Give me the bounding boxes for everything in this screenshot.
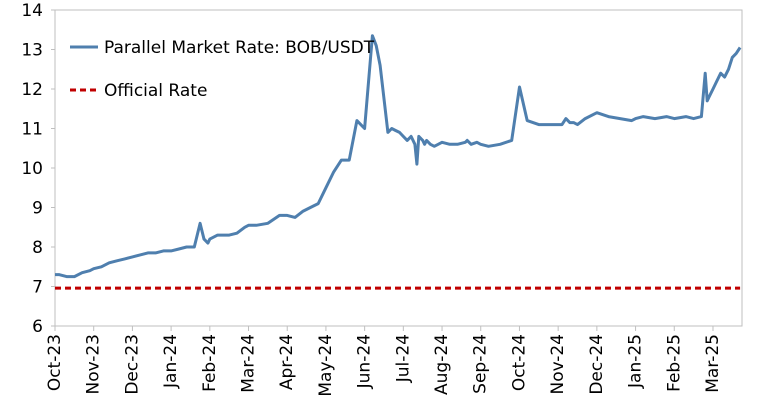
y-tick-label: 8 <box>32 238 43 258</box>
x-tick-label: Dec-23 <box>122 334 142 395</box>
series-line-parallel-rate <box>55 34 742 279</box>
series-layer <box>55 34 742 290</box>
y-tick-label: 13 <box>21 41 43 61</box>
x-tick-label: Oct-24 <box>509 334 529 391</box>
x-tick-label: Apr-24 <box>277 334 297 390</box>
x-tick-label: Feb-24 <box>200 334 220 392</box>
x-tick-label: Mar-25 <box>703 334 723 393</box>
x-tick-label: Feb-25 <box>664 334 684 392</box>
x-tick-label: Jan-25 <box>626 334 646 389</box>
x-tick-label: Dec-24 <box>587 334 607 395</box>
y-tick-label: 11 <box>21 120 43 140</box>
x-tick-label: Mar-24 <box>239 334 259 393</box>
plot-area <box>54 9 743 327</box>
y-tick-label: 12 <box>21 80 43 100</box>
y-tick-label: 14 <box>21 1 43 21</box>
x-tick-label: Jul-24 <box>393 334 413 383</box>
x-axis: Oct-23 Nov-23 Dec-23 Jan-24 Feb-24 Mar-24 Apr-… <box>45 326 723 397</box>
legend-label-parallel: Parallel Market Rate: BOB/USDT <box>104 38 375 58</box>
x-tick-label: Aug-24 <box>432 334 452 395</box>
x-tick-label: Jun-24 <box>355 334 375 389</box>
x-tick-label: Oct-23 <box>45 334 65 391</box>
x-tick-label: Jan-24 <box>161 334 181 389</box>
x-tick-label: Nov-24 <box>548 334 568 395</box>
y-axis: 6 7 8 9 10 11 12 13 14 <box>21 1 55 337</box>
x-tick-label: May-24 <box>316 334 336 397</box>
y-tick-label: 10 <box>21 159 43 179</box>
y-tick-label: 9 <box>32 199 43 219</box>
legend: Parallel Market Rate: BOB/USDT Official … <box>70 38 375 101</box>
y-tick-label: 6 <box>32 317 43 337</box>
x-tick-label: Nov-23 <box>84 334 104 395</box>
legend-label-official: Official Rate <box>104 81 207 101</box>
y-tick-label: 7 <box>32 278 43 298</box>
x-tick-label: Sep-24 <box>471 334 491 394</box>
